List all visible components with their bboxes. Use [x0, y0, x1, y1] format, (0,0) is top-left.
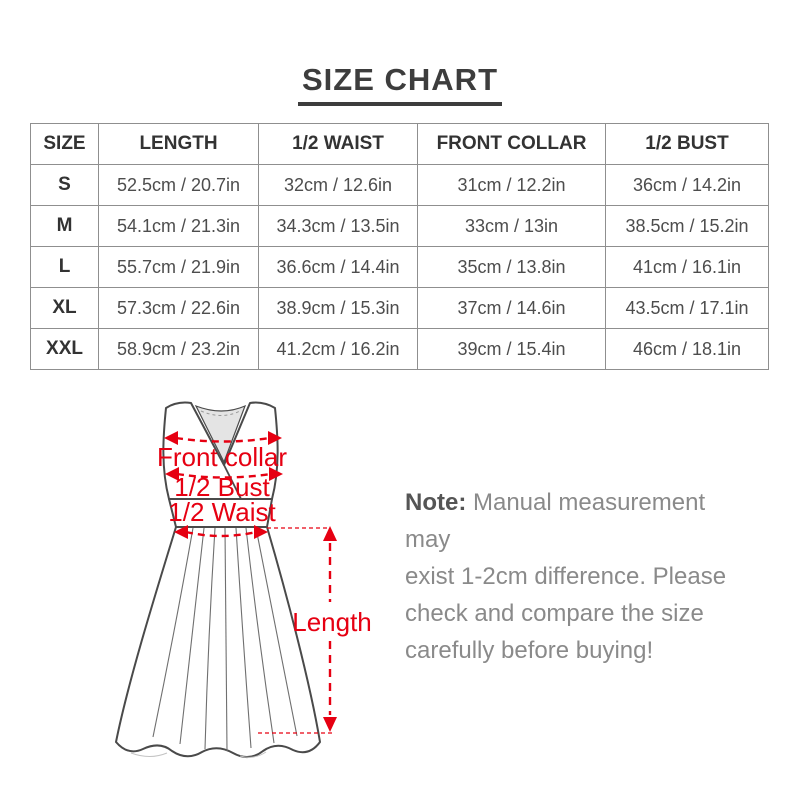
cell-length: 57.3cm / 22.6in	[98, 287, 259, 329]
hem-shadow	[130, 752, 168, 757]
dress-skirt	[115, 526, 321, 758]
table-row: S 52.5cm / 20.7in 32cm / 12.6in 31cm / 1…	[30, 164, 769, 206]
cell-front-collar: 35cm / 13.8in	[417, 246, 606, 288]
measurement-annotations: Front collar 1/2 Bust 1/2 Waist Length	[157, 431, 372, 734]
cell-front-collar: 31cm / 12.2in	[417, 164, 606, 206]
pleat-line	[224, 527, 228, 752]
cell-size: L	[30, 246, 99, 288]
dress-illustration	[115, 401, 321, 758]
cell-half-waist: 34.3cm / 13.5in	[258, 205, 418, 247]
header-size: SIZE	[30, 123, 99, 165]
half-waist-label: 1/2 Waist	[168, 497, 276, 527]
cell-length: 55.7cm / 21.9in	[98, 246, 259, 288]
arrow-left-icon	[164, 431, 178, 445]
table-header-row: SIZE LENGTH 1/2 WAIST FRONT COLLAR 1/2 B…	[30, 123, 769, 165]
hem-shadow	[239, 751, 267, 758]
table-row: XXL 58.9cm / 23.2in 41.2cm / 16.2in 39cm…	[30, 328, 769, 370]
note-line: Note: Manual measurement may	[405, 489, 706, 553]
cell-half-waist: 32cm / 12.6in	[258, 164, 418, 206]
cell-front-collar: 39cm / 15.4in	[417, 328, 606, 370]
header: SIZE CHART	[0, 62, 800, 106]
pleat-line	[255, 527, 298, 737]
cell-half-bust: 46cm / 18.1in	[605, 328, 769, 370]
dress-waistband	[168, 498, 273, 528]
pleat-line	[204, 527, 216, 750]
cell-half-waist: 36.6cm / 14.4in	[258, 246, 418, 288]
cell-half-waist: 38.9cm / 15.3in	[258, 287, 418, 329]
header-half-waist: 1/2 WAIST	[258, 123, 418, 165]
note-line: exist 1-2cm difference. Please	[405, 563, 727, 590]
page-title: SIZE CHART	[298, 62, 502, 106]
pleat-line	[179, 527, 205, 745]
table-row: M 54.1cm / 21.3in 34.3cm / 13.5in 33cm /…	[30, 205, 769, 247]
pleat-line	[152, 527, 194, 738]
cell-front-collar: 33cm / 13in	[417, 205, 606, 247]
half-waist-arrow-line	[185, 530, 257, 538]
collar-back-panel	[194, 404, 247, 464]
arrow-right-icon	[268, 431, 282, 445]
cell-half-bust: 43.5cm / 17.1in	[605, 287, 769, 329]
front-collar-arrow-line	[175, 436, 271, 443]
table-row: L 55.7cm / 21.9in 36.6cm / 14.4in 35cm /…	[30, 246, 769, 288]
half-bust-arrow-line	[176, 472, 272, 479]
cell-half-bust: 36cm / 14.2in	[605, 164, 769, 206]
arrow-left-icon	[174, 525, 188, 539]
length-label: Length	[292, 607, 372, 637]
arrow-down-icon	[323, 717, 337, 732]
arrow-right-icon	[254, 525, 268, 539]
cell-length: 52.5cm / 20.7in	[98, 164, 259, 206]
header-half-bust: 1/2 BUST	[605, 123, 769, 165]
note-line: check and compare the size	[405, 600, 704, 627]
cell-size: S	[30, 164, 99, 206]
pleat-line	[235, 527, 252, 749]
header-front-collar: FRONT COLLAR	[417, 123, 606, 165]
pleat-line	[245, 527, 275, 744]
arrow-up-icon	[323, 526, 337, 541]
half-bust-label: 1/2 Bust	[174, 472, 270, 502]
size-chart-table: SIZE LENGTH 1/2 WAIST FRONT COLLAR 1/2 B…	[30, 123, 769, 370]
collar-inner-seam	[200, 410, 241, 416]
cell-half-waist: 41.2cm / 16.2in	[258, 328, 418, 370]
arrow-left-icon	[165, 467, 179, 481]
cell-length: 58.9cm / 23.2in	[98, 328, 259, 370]
note-text: Note: Manual measurement may exist 1-2cm…	[405, 484, 735, 669]
note-label: Note:	[405, 489, 467, 516]
arrow-right-icon	[269, 467, 283, 481]
note-line: carefully before buying!	[405, 637, 654, 664]
cell-half-bust: 38.5cm / 15.2in	[605, 205, 769, 247]
front-collar-label: Front collar	[157, 442, 287, 472]
cell-half-bust: 41cm / 16.1in	[605, 246, 769, 288]
